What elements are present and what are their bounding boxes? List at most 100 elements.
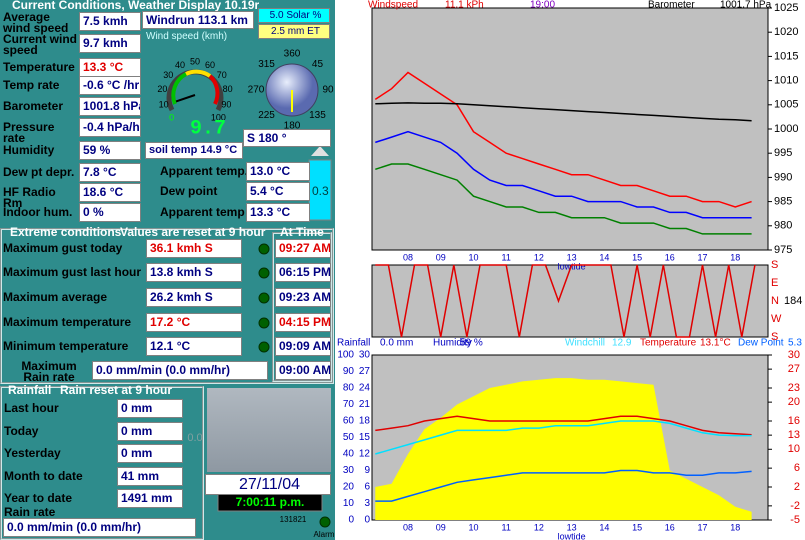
row-label: Current wind speed bbox=[3, 32, 77, 57]
chart-header: Barometer bbox=[648, 0, 695, 11]
x-tick-label: 09 bbox=[436, 522, 446, 532]
gauge-label: Wind speed (kmh) bbox=[146, 31, 228, 42]
row-value: 7.5 kmh bbox=[79, 12, 141, 31]
y2-tick-label: 1005 bbox=[774, 99, 798, 111]
y2-tick-label: S bbox=[771, 331, 778, 343]
chart-header: 0.0 mm bbox=[380, 338, 413, 349]
row-label: Humidity bbox=[3, 143, 55, 157]
rain-tick-label: 18 bbox=[359, 416, 371, 427]
rain-value: 41 mm bbox=[117, 467, 183, 486]
x-tick-label: 17 bbox=[698, 252, 708, 262]
x-tick-label: 13 bbox=[567, 252, 577, 262]
rain-label: Today bbox=[4, 424, 39, 438]
alarm-led bbox=[319, 516, 331, 528]
x-tick-label: 12 bbox=[534, 252, 544, 262]
alarm: Alarm bbox=[314, 530, 335, 539]
soil-temp: soil temp 14.9 °C bbox=[145, 142, 243, 159]
rain-tick-label: 30 bbox=[359, 350, 371, 361]
y2-tick-label: 16 bbox=[788, 415, 800, 427]
extreme-label: Maximum gust last hour bbox=[3, 265, 142, 279]
row-value: 13.3 °C bbox=[79, 58, 141, 77]
direction-current: 184 bbox=[784, 295, 802, 307]
solar: 5.0 Solar % bbox=[258, 8, 330, 23]
y2-tick-label: E bbox=[771, 277, 778, 289]
extreme-value: 0.0 mm/min (0.0 mm/hr) bbox=[92, 361, 268, 380]
sky-image bbox=[207, 388, 331, 472]
y2-tick-label: 995 bbox=[774, 147, 792, 159]
window-title: Current Conditions, Weather Display 10.1… bbox=[12, 0, 260, 12]
x-tick-label: 18 bbox=[730, 252, 740, 262]
rain-tick-label: 24 bbox=[359, 383, 371, 394]
x-tick-label: 16 bbox=[665, 522, 675, 532]
row-value: 9.7 kmh bbox=[79, 34, 141, 53]
x-tick-label: 12 bbox=[534, 522, 544, 532]
y2-tick-label: 1000 bbox=[774, 123, 798, 135]
compass-tick-label: 225 bbox=[258, 110, 275, 121]
area bbox=[375, 378, 752, 520]
x-tick-label: 14 bbox=[599, 252, 609, 262]
row-value: 1001.8 hPa bbox=[79, 97, 141, 116]
direction-line bbox=[375, 264, 756, 338]
rain-tick-label: 21 bbox=[359, 399, 371, 410]
row-value: 18.6 °C bbox=[79, 183, 141, 202]
side-value: 13.0 °C bbox=[246, 162, 310, 181]
gauge-tick-label: 90 bbox=[221, 100, 231, 110]
x-tick-label: 10 bbox=[468, 522, 478, 532]
gauge-green bbox=[171, 72, 188, 105]
extreme-time: 09:23 AM bbox=[275, 288, 331, 307]
y2-tick-label: 6 bbox=[794, 462, 800, 474]
row-value: 7.8 °C bbox=[79, 163, 141, 182]
rain-value: 0 mm bbox=[117, 399, 183, 418]
rain-value: 0 mm bbox=[117, 444, 183, 463]
y2-tick-label: 13 bbox=[788, 429, 800, 441]
extreme-time: 04:15 PM bbox=[275, 313, 331, 332]
alarm-led bbox=[258, 317, 270, 329]
extreme-value: 17.2 °C bbox=[146, 313, 242, 332]
row-value: 59 % bbox=[79, 141, 141, 160]
y2-tick-label: 975 bbox=[774, 244, 792, 256]
y-tick-label: 80 bbox=[343, 383, 355, 394]
gauge-red bbox=[208, 74, 220, 105]
alarm-led bbox=[258, 267, 270, 279]
x-tick-label: 14 bbox=[599, 522, 609, 532]
extreme-value: 13.8 kmh S bbox=[146, 263, 242, 282]
x-tick-label: 16 bbox=[665, 252, 675, 262]
rain-value: 1491 mm bbox=[117, 489, 183, 508]
series-line bbox=[375, 420, 752, 455]
y2-tick-label: 990 bbox=[774, 171, 792, 183]
extreme-time: 06:15 PM bbox=[275, 263, 331, 282]
gauge-tick-label: 30 bbox=[163, 70, 173, 80]
x-axis-label: lowtide bbox=[558, 531, 586, 540]
row-value: -0.6 °C /hr bbox=[79, 76, 141, 95]
counter: 131821 bbox=[280, 515, 307, 524]
row-label: Pressure rate bbox=[3, 120, 55, 145]
chart-header: Windchill bbox=[565, 338, 605, 349]
gauge-tick-label: 0 bbox=[169, 113, 174, 123]
chart-header: 12.9 bbox=[612, 338, 632, 349]
extremes-frame bbox=[0, 228, 334, 384]
rain-subtitle: Rain reset at 9 hour bbox=[60, 383, 173, 397]
y2-tick-label: 23 bbox=[788, 382, 800, 394]
y-tick-label: 90 bbox=[343, 366, 355, 377]
series-line bbox=[375, 130, 752, 219]
rain-tick-label: 15 bbox=[359, 432, 371, 443]
chart-header: Temperature bbox=[640, 338, 697, 349]
y-tick-label: 40 bbox=[343, 449, 355, 460]
y2-tick-label: N bbox=[771, 295, 779, 307]
x-tick-label: 15 bbox=[632, 522, 642, 532]
direction: S 180 ° bbox=[243, 129, 331, 147]
x-tick-label: 08 bbox=[403, 522, 413, 532]
x-tick-label: 18 bbox=[730, 522, 740, 532]
compass-tick-label: 270 bbox=[248, 85, 265, 96]
arrow-up bbox=[311, 146, 329, 156]
y-tick-label: 50 bbox=[343, 432, 355, 443]
y2-tick-label: 985 bbox=[774, 196, 792, 208]
gauge-tick-label: 60 bbox=[205, 60, 215, 70]
side-value: 13.3 °C bbox=[246, 203, 310, 222]
y2-tick-label: 1010 bbox=[774, 75, 798, 87]
series-line bbox=[375, 163, 752, 235]
windrun: Windrun 113.1 km bbox=[142, 11, 254, 29]
series-line bbox=[374, 71, 752, 208]
date: 27/11/04 bbox=[205, 474, 331, 495]
